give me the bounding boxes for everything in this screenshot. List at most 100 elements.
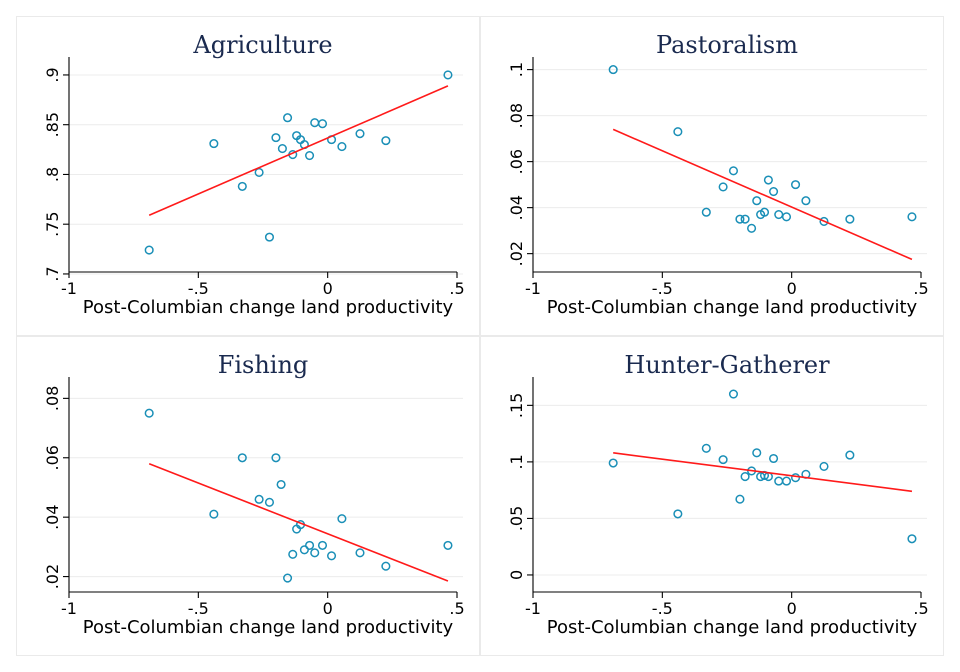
y-tick-label: .9 xyxy=(43,67,62,82)
data-point xyxy=(443,540,453,550)
panel-hunter-gatherer: Hunter-Gatherer 0 .05 .1 .15 -1 -.5 0 .5Post-Col… xyxy=(480,336,944,656)
panel-frame xyxy=(480,336,944,656)
data-point xyxy=(701,207,711,217)
panel-title-fishing: Fishing xyxy=(218,351,309,379)
data-point xyxy=(271,133,281,143)
data-point xyxy=(288,549,298,559)
data-point xyxy=(907,534,917,544)
panel-title-agriculture: Agriculture xyxy=(192,31,332,59)
data-point xyxy=(718,455,728,465)
data-point xyxy=(144,245,154,255)
x-tick-label: -.5 xyxy=(188,279,209,298)
y-tick-label: .04 xyxy=(507,195,526,220)
data-point xyxy=(845,450,855,460)
y-tick-label: .05 xyxy=(507,506,526,531)
data-point xyxy=(283,113,293,123)
data-point xyxy=(277,144,287,154)
data-point xyxy=(740,472,750,482)
data-point xyxy=(718,182,728,192)
x-tick-label: -1 xyxy=(525,599,541,618)
panel-title-hunter-gatherer: Hunter-Gatherer xyxy=(624,351,830,379)
data-point xyxy=(237,181,247,191)
data-point xyxy=(355,548,365,558)
data-point xyxy=(276,479,286,490)
data-point xyxy=(209,139,219,149)
data-point xyxy=(790,473,801,483)
data-point xyxy=(209,509,219,519)
x-axis-title: Post-Columbian change land productivity xyxy=(83,617,454,638)
x-tick-label: -.5 xyxy=(652,599,673,618)
x-axis-title: Post-Columbian change land productivity xyxy=(547,617,918,638)
panel-frame xyxy=(16,16,480,336)
data-point xyxy=(608,458,618,468)
data-point xyxy=(254,494,264,504)
x-tick-label: .5 xyxy=(913,599,928,618)
data-point xyxy=(819,216,829,226)
y-tick-label: .1 xyxy=(507,62,526,77)
y-tick-label: .04 xyxy=(43,504,62,529)
data-point xyxy=(728,166,739,176)
data-point xyxy=(801,196,811,206)
fit-line xyxy=(148,85,449,216)
x-tick-label: -1 xyxy=(525,279,541,298)
data-point xyxy=(747,223,757,233)
x-tick-label: .5 xyxy=(449,599,464,618)
data-point xyxy=(735,494,745,504)
fit-line xyxy=(612,128,913,261)
fit-line xyxy=(613,452,913,493)
data-point xyxy=(305,150,315,161)
data-point xyxy=(735,214,745,224)
data-point xyxy=(264,232,275,242)
x-tick-label: 0 xyxy=(323,599,333,618)
data-point xyxy=(254,167,264,178)
data-point xyxy=(673,127,683,137)
data-point xyxy=(355,129,365,139)
data-point xyxy=(317,119,328,129)
data-point xyxy=(299,545,309,555)
data-point xyxy=(673,509,683,519)
y-tick-label: .02 xyxy=(507,241,526,266)
data-point xyxy=(769,186,779,197)
data-point xyxy=(337,142,347,152)
y-tick-label: .8 xyxy=(43,167,62,182)
x-tick-label: 0 xyxy=(787,279,797,298)
data-point xyxy=(819,461,829,471)
y-tick-label: .85 xyxy=(43,112,62,137)
x-tick-label: -1 xyxy=(61,279,77,298)
data-point xyxy=(763,175,773,185)
data-point xyxy=(701,443,711,453)
fit-line xyxy=(148,462,449,582)
x-tick-label: .5 xyxy=(913,279,928,298)
panel-agriculture: Agriculture .7 .75 .8 .85 .9 -1 -.5 0 .5Post-Colu… xyxy=(16,16,480,336)
x-tick-label: -.5 xyxy=(188,599,209,618)
data-point xyxy=(781,212,792,222)
panel-frame xyxy=(480,16,944,336)
data-point xyxy=(271,453,281,463)
y-tick-label: .7 xyxy=(43,266,62,281)
y-tick-label: .75 xyxy=(43,211,62,236)
y-tick-label: .1 xyxy=(507,454,526,469)
data-point xyxy=(144,408,154,418)
data-point xyxy=(310,548,320,558)
data-point xyxy=(790,180,801,190)
data-point xyxy=(283,573,293,583)
y-tick-label: 0 xyxy=(507,570,526,580)
data-point xyxy=(769,453,779,464)
x-axis-title: Post-Columbian change land productivity xyxy=(547,297,918,318)
x-tick-label: .5 xyxy=(449,279,464,298)
x-tick-label: 0 xyxy=(787,599,797,618)
y-tick-label: .08 xyxy=(507,103,526,128)
x-tick-label: 0 xyxy=(323,279,333,298)
x-tick-label: -1 xyxy=(61,599,77,618)
data-point xyxy=(326,551,337,561)
data-point xyxy=(381,561,391,571)
y-tick-label: .08 xyxy=(43,386,62,411)
data-point xyxy=(728,389,739,399)
data-point xyxy=(752,196,762,206)
data-point xyxy=(907,212,917,222)
data-point xyxy=(305,540,315,550)
data-point xyxy=(781,476,792,486)
panel-title-pastoralism: Pastoralism xyxy=(656,31,798,59)
data-point xyxy=(237,453,247,463)
